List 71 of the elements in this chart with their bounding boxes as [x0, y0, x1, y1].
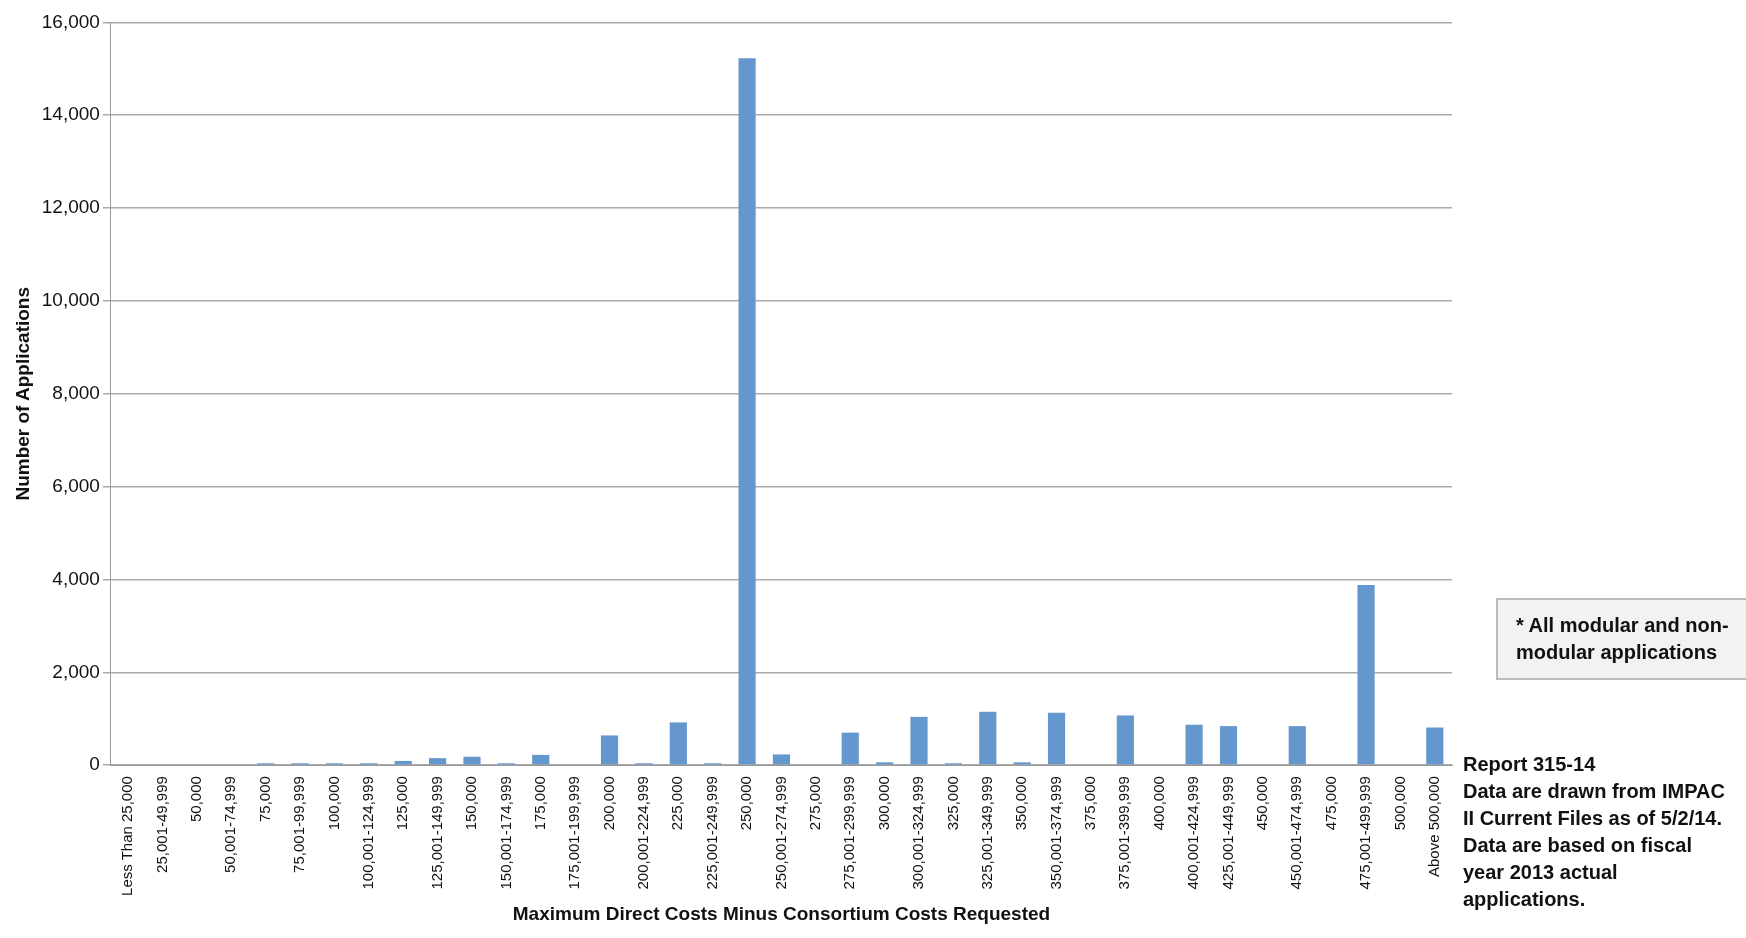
x-tick-label: 450,001-474,999	[1287, 776, 1305, 890]
text: * All modular and non-modular applications	[1496, 598, 1746, 680]
x-tick-label: 350,001-374,999	[1046, 776, 1064, 890]
bar	[1047, 712, 1066, 765]
x-tick-label: 375,001-399,999	[1115, 776, 1133, 890]
x-tick-label: 300,000	[874, 776, 892, 831]
x-tick-label: 325,000	[943, 776, 961, 831]
x-axis-title: Maximum Direct Costs Minus Consortium Costs Requested	[512, 902, 1051, 924]
y-tick-label: 2,000	[52, 660, 100, 682]
y-tick-label: 16,000	[41, 10, 100, 32]
y-tick-label: 12,000	[41, 196, 100, 218]
bar	[463, 756, 481, 765]
bar	[1357, 585, 1375, 765]
x-tick-label: 350,000	[1012, 776, 1030, 831]
bar	[1426, 727, 1444, 765]
x-tick-label: 50,000	[187, 776, 205, 822]
y-tick-label: 14,000	[41, 103, 100, 125]
x-tick-label: 500,000	[1390, 776, 1408, 831]
y-tick-label: 8,000	[52, 381, 100, 403]
bar	[876, 762, 894, 765]
x-tick-label: 75,000	[255, 776, 273, 822]
x-tick-label: 275,000	[805, 776, 823, 831]
x-tick-label: 275,001-299,999	[840, 776, 858, 890]
bar	[669, 722, 687, 765]
x-tick-label: 125,001-149,999	[427, 776, 445, 890]
bar	[532, 754, 550, 765]
x-tick-label: 400,001-424,999	[1184, 776, 1202, 890]
bar	[428, 758, 447, 765]
bar	[910, 716, 928, 765]
bar	[738, 58, 756, 765]
y-axis-title: Number of Applications	[11, 286, 33, 501]
x-tick-label: 250,000	[737, 776, 755, 831]
x-tick-label: 125,000	[393, 776, 411, 831]
bar	[841, 732, 859, 765]
x-tick-label: 300,001-324,999	[909, 776, 927, 890]
bar	[1288, 726, 1306, 765]
x-tick-label: 175,001-199,999	[565, 776, 583, 890]
x-tick-label: 425,001-449,999	[1218, 776, 1236, 890]
bar	[979, 711, 997, 765]
x-tick-label: 250,001-274,999	[771, 776, 789, 890]
x-tick-label: Above 500,000	[1424, 776, 1442, 878]
y-tick-label: 0	[89, 753, 100, 775]
bar	[772, 754, 791, 765]
text: Report 315-14 Data are drawn from IMPAC II Current Files as of 5/2/14. Data are based on fiscal year 2013 actual applications.	[1463, 752, 1726, 912]
x-tick-label: 225,001-249,999	[702, 776, 720, 890]
y-tick-label: 10,000	[41, 289, 100, 311]
x-tick-label: 150,000	[462, 776, 480, 831]
x-tick-label: 175,000	[530, 776, 548, 831]
bar	[1116, 715, 1134, 765]
x-tick-label: 25,001-49,999	[152, 776, 170, 873]
x-tick-label: 150,001-174,999	[496, 776, 514, 890]
x-tick-label: 200,000	[599, 776, 617, 831]
bar	[600, 735, 619, 765]
x-tick-label: 400,000	[1149, 776, 1167, 831]
bar	[1219, 726, 1238, 765]
y-tick-label: 4,000	[52, 567, 100, 589]
x-tick-label: 325,001-349,999	[977, 776, 995, 890]
x-tick-label: 475,001-499,999	[1356, 776, 1374, 890]
y-tick-label: 6,000	[52, 474, 100, 496]
x-tick-label: 475,000	[1321, 776, 1339, 831]
x-tick-label: 225,000	[668, 776, 686, 831]
x-tick-label: 375,000	[1081, 776, 1099, 831]
bar	[1013, 762, 1031, 765]
x-tick-label: 100,000	[324, 776, 342, 831]
x-tick-label: 200,001-224,999	[634, 776, 652, 890]
x-tick-label: Less Than 25,000	[118, 776, 136, 896]
bar	[1185, 724, 1203, 765]
x-tick-label: 50,001-74,999	[221, 776, 239, 873]
x-tick-label: 75,001-99,999	[290, 776, 308, 873]
x-tick-label: 450,000	[1253, 776, 1271, 831]
x-tick-label: 100,001-124,999	[358, 776, 376, 890]
